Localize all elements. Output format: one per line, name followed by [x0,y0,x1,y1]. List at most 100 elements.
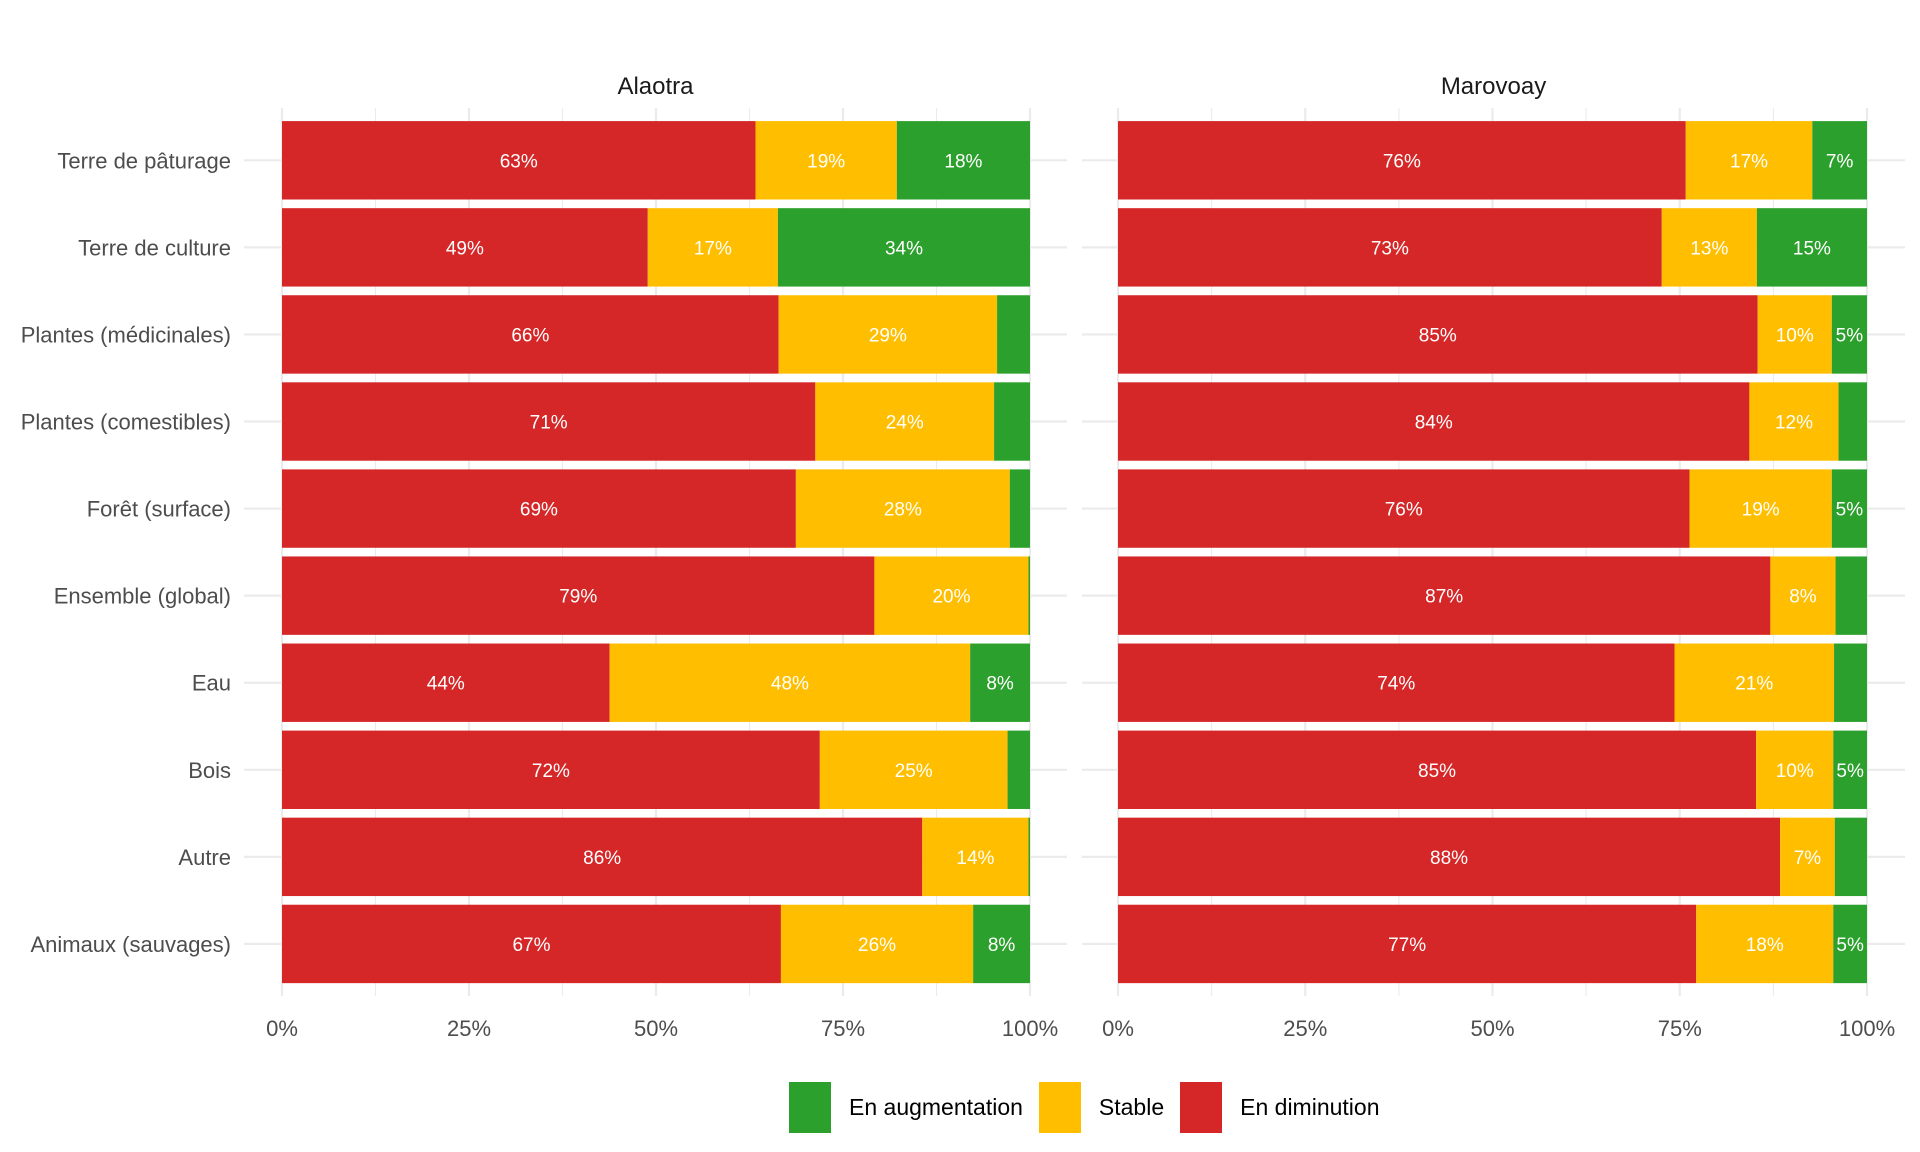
bar-en-augmentation [1812,121,1867,200]
bar-stable [1689,469,1832,548]
data-label: 10% [1776,325,1814,346]
bar-en-diminution [1118,121,1686,200]
facet-title-marovoay: Marovoay [1441,73,1546,100]
legend-swatch-en-augmentation [789,1082,831,1133]
data-label: 48% [771,674,809,695]
bar-en-augmentation [1838,382,1867,461]
data-label: 21% [1735,674,1773,695]
x-tick-label: 0% [266,1016,298,1041]
data-label: 5% [1836,761,1864,782]
data-label: 28% [884,500,922,521]
bar-en-augmentation [1833,904,1867,984]
bar-stable [1770,556,1836,635]
bar-en-diminution [282,121,756,200]
data-label: 77% [1388,935,1426,956]
data-label: 5% [1836,500,1864,521]
bar-en-diminution [1118,730,1757,809]
legend-item-en-augmentation: En augmentation [789,1082,1023,1133]
x-tick-label: 50% [1470,1016,1514,1041]
data-label: 67% [512,935,550,956]
data-label: 12% [1775,413,1813,434]
bar-stable [755,121,897,200]
bar-stable [1780,817,1835,897]
bar-en-augmentation [1834,817,1867,897]
x-tick-label: 25% [447,1016,491,1041]
facet-title-alaotra: Alaotra [617,73,694,100]
data-label: 72% [532,761,570,782]
bar-en-augmentation [1831,295,1867,374]
bar-en-diminution [282,643,610,722]
data-label: 13% [1690,238,1728,259]
bar-stable [778,295,998,374]
bar-en-augmentation [997,295,1030,374]
bar-stable [1756,730,1834,809]
bar-en-diminution [1118,904,1697,984]
data-label: 8% [988,935,1016,956]
legend-swatch-en-diminution [1180,1082,1223,1133]
bar-en-diminution [282,904,781,984]
data-label: 5% [1836,935,1864,956]
legend-label: Stable [1098,1094,1165,1120]
data-label: 74% [1377,674,1415,695]
bar-stable [795,469,1010,548]
bar-stable [647,208,778,287]
y-tick-label: Terre de culture [78,235,231,260]
data-label: 87% [1425,587,1463,608]
bar-en-augmentation [777,208,1030,287]
bar-en-diminution [1118,295,1758,374]
data-label: 85% [1418,761,1456,782]
data-label: 8% [1789,587,1817,608]
bar-stable [1674,643,1835,722]
data-label: 7% [1794,848,1822,869]
bar-stable [874,556,1029,635]
x-tick-label: 75% [1658,1016,1702,1041]
bar-en-augmentation [1028,817,1030,897]
data-label: 15% [1793,238,1831,259]
bar-stable [780,904,974,984]
data-label: 25% [895,761,933,782]
legend-label: En augmentation [849,1094,1023,1120]
bar-en-augmentation [1834,643,1867,722]
bar-stable [1685,121,1813,200]
data-label: 73% [1371,238,1409,259]
data-label: 84% [1415,413,1453,434]
bar-en-diminution [282,730,820,809]
bar-en-augmentation [1835,556,1867,635]
data-label: 34% [885,238,923,259]
data-label: 79% [559,587,597,608]
data-label: 20% [932,587,970,608]
y-tick-label: Plantes (comestibles) [21,410,231,435]
bar-stable [609,643,971,722]
data-label: 17% [1730,151,1768,172]
data-label: 26% [858,935,896,956]
data-label: 5% [1836,325,1864,346]
legend-item-stable: Stable [1038,1082,1165,1133]
bar-stable [1696,904,1834,984]
bar-stable [819,730,1008,809]
y-tick-label: Forêt (surface) [87,497,231,522]
data-label: 86% [583,848,621,869]
bar-en-augmentation [1009,469,1030,548]
bar-stable [922,817,1029,897]
bar-stable [1661,208,1757,287]
y-tick-label: Animaux (sauvages) [30,932,231,957]
data-label: 88% [1430,848,1468,869]
bar-en-augmentation [1833,730,1867,809]
bar-en-augmentation [994,382,1030,461]
bar-en-diminution [1118,382,1750,461]
bar-en-augmentation [1756,208,1867,287]
x-tick-label: 25% [1283,1016,1327,1041]
data-label: 76% [1385,500,1423,521]
bar-en-diminution [282,208,648,287]
bar-en-diminution [282,817,923,897]
x-tick-label: 50% [634,1016,678,1041]
y-tick-label: Terre de pâturage [57,148,231,173]
data-label: 24% [886,413,924,434]
data-label: 19% [807,151,845,172]
bar-stable [1757,295,1832,374]
legend-item-en-diminution: En diminution [1180,1082,1379,1133]
bar-en-diminution [1118,208,1662,287]
y-tick-label: Autre [178,845,231,870]
bar-en-augmentation [1028,556,1030,635]
data-label: 14% [956,848,994,869]
